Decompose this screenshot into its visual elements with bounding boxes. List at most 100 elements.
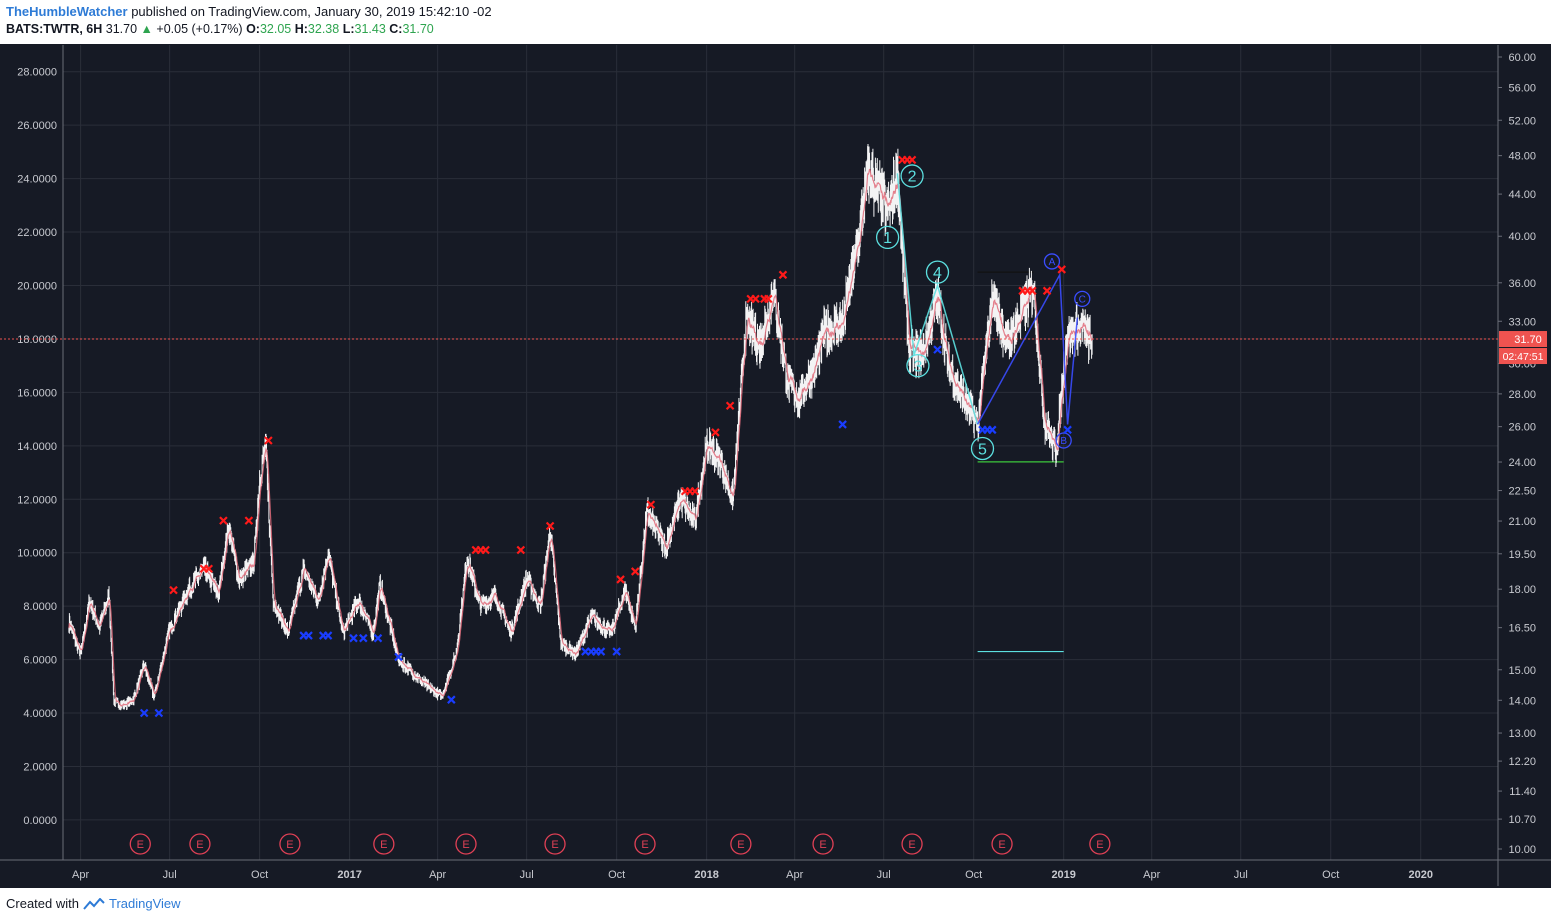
buy-signal-marker	[987, 425, 997, 435]
earnings-label: E	[551, 839, 558, 851]
right-tick-label: 18.00	[1508, 584, 1536, 596]
countdown-label: 02:47:51	[1503, 351, 1544, 363]
left-tick-label: 18.0000	[17, 334, 57, 346]
footer: Created with TradingView	[6, 896, 181, 911]
earnings-label: E	[641, 839, 648, 851]
buy-signal-marker	[349, 633, 358, 643]
right-tick-label: 40.00	[1508, 231, 1536, 243]
low-label: L:	[342, 22, 355, 36]
time-tick-label: 2017	[337, 869, 361, 881]
left-tick-label: 12.0000	[17, 494, 57, 506]
right-tick-label: 26.00	[1508, 422, 1536, 434]
right-tick-label: 28.00	[1508, 389, 1536, 401]
earnings-marker	[373, 833, 395, 855]
left-tick-label: 10.0000	[17, 548, 57, 560]
sell-signal-marker	[725, 401, 735, 411]
sell-signal-marker	[1028, 286, 1037, 296]
time-tick-label: 2018	[694, 869, 718, 881]
left-tick-label: 4.0000	[23, 708, 57, 720]
earnings-marker	[455, 833, 477, 855]
buy-signal-marker	[838, 420, 847, 429]
earnings-label: E	[819, 839, 826, 851]
impulse-wave-label: 3	[913, 358, 922, 375]
time-tick-label: Apr	[1143, 869, 1160, 881]
current-price-label: 31.70	[1514, 334, 1542, 346]
right-tick-label: 22.50	[1508, 486, 1536, 498]
time-tick-label: Oct	[1322, 869, 1339, 881]
last-price: 31.70	[105, 22, 138, 36]
earnings-label: E	[462, 839, 469, 851]
impulse-wave-line	[896, 173, 979, 425]
right-tick-label: 60.00	[1508, 52, 1536, 64]
open-value: 32.05	[259, 22, 292, 36]
left-tick-label: 6.0000	[23, 655, 57, 667]
buy-signal-marker	[139, 708, 149, 718]
sell-signal-marker	[204, 564, 214, 574]
right-tick-label: 44.00	[1508, 189, 1536, 201]
sell-signal-marker	[690, 486, 700, 496]
author-link[interactable]: TheHumbleWatcher	[6, 4, 128, 19]
impulse-wave-label-circle	[925, 260, 950, 284]
buy-signal-marker	[154, 708, 164, 718]
sell-signal-marker	[1057, 265, 1067, 274]
left-tick-label: 24.0000	[17, 174, 57, 186]
earnings-label: E	[737, 839, 744, 851]
earnings-label: E	[286, 839, 293, 851]
time-tick-label: Oct	[965, 869, 982, 881]
earnings-label: E	[137, 839, 144, 851]
time-tick-label: Jul	[163, 869, 177, 881]
correction-wave-label: C	[1079, 294, 1086, 305]
time-tick-label: Oct	[608, 869, 625, 881]
candles	[68, 144, 1093, 711]
impulse-wave-label: 5	[978, 441, 987, 458]
right-tick-label: 19.50	[1508, 549, 1536, 561]
impulse-wave-label-circle	[906, 354, 930, 378]
left-tick-label: 8.0000	[23, 601, 57, 613]
sell-signal-marker	[616, 575, 625, 584]
correction-wave-label: B	[1060, 436, 1067, 447]
earnings-label: E	[196, 839, 203, 851]
left-tick-label: 28.0000	[17, 67, 57, 79]
right-tick-label: 48.00	[1508, 151, 1536, 163]
buy-signal-marker	[359, 633, 368, 643]
impulse-wave-label-circle	[970, 436, 995, 461]
right-tick-label: 33.00	[1508, 316, 1536, 328]
impulse-wave-label: 4	[933, 265, 942, 282]
earnings-marker	[279, 833, 301, 855]
earnings-label: E	[998, 839, 1005, 851]
right-tick-label: 12.20	[1508, 756, 1536, 768]
impulse-wave-label-circle	[875, 225, 900, 250]
price-change: +0.05 (+0.17%)	[156, 22, 243, 36]
left-tick-label: 14.0000	[17, 441, 57, 453]
buy-signal-marker	[304, 631, 313, 640]
earnings-label: E	[908, 839, 915, 851]
horizontal-lines	[977, 271, 1064, 653]
earnings-label: E	[1096, 839, 1103, 851]
time-tick-label: Apr	[72, 869, 89, 881]
buy-signal-marker	[394, 652, 403, 662]
tradingview-link[interactable]: TradingView	[108, 896, 181, 911]
correction-wave-label-circle	[1055, 432, 1072, 449]
quote-line: BATS:TWTR, 6H 31.70 ▲ +0.05 (+0.17%) O:3…	[6, 22, 434, 36]
symbol-label: BATS:TWTR, 6H	[6, 22, 103, 36]
buy-signal-marker	[596, 647, 606, 656]
left-tick-label: 20.0000	[17, 280, 57, 292]
correction-wave-label-circle	[1074, 290, 1091, 308]
impulse-wave-label-circle	[900, 164, 924, 188]
time-tick-label: Jul	[520, 869, 534, 881]
time-tick-label: 2019	[1051, 869, 1075, 881]
earnings-marker	[634, 833, 656, 855]
sell-signal-marker	[778, 270, 788, 280]
chart-background[interactable]	[0, 44, 1551, 888]
impulse-wave-label: 1	[883, 230, 892, 247]
impulse-wave-label: 2	[908, 169, 917, 186]
current-price-badge	[1499, 331, 1547, 348]
earnings-marker	[901, 833, 923, 855]
correction-wave-label: A	[1049, 257, 1056, 268]
high-label: H:	[294, 22, 308, 36]
earnings-marker	[812, 833, 834, 855]
sell-signal-marker	[646, 500, 656, 509]
sell-signal-marker	[763, 294, 773, 304]
